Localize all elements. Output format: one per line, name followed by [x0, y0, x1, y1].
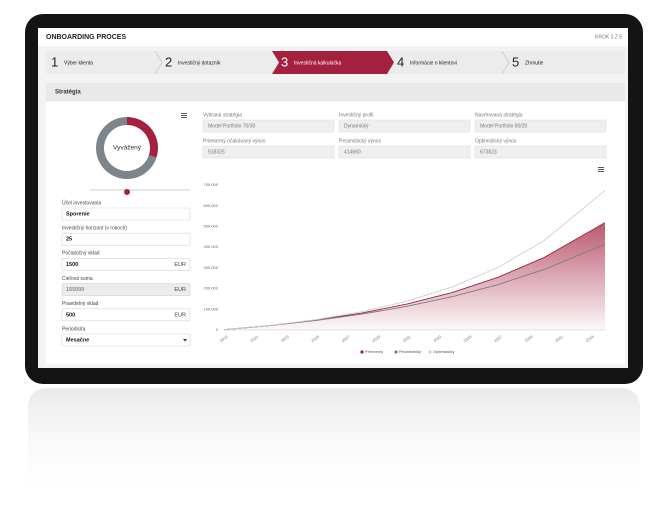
- select-caret: [183, 339, 187, 342]
- result-value: Model Portfolio 80/20: [480, 123, 527, 129]
- y-tick-label: 400,000: [204, 244, 219, 249]
- input-box: [61, 283, 191, 296]
- input-value: 500: [66, 312, 75, 318]
- input-value: 25: [66, 237, 72, 243]
- result-value: 414660: [344, 149, 361, 155]
- y-tick-label: 300,000: [204, 265, 219, 270]
- x-tick-label: 2039: [523, 334, 534, 344]
- x-tick-label: 2019: [219, 334, 230, 344]
- input-box[interactable]: [61, 207, 191, 221]
- input-unit: EUR: [174, 287, 186, 293]
- result-box: [338, 145, 471, 159]
- input-value: Sporenie: [66, 211, 90, 217]
- result-box: [474, 119, 607, 133]
- chart-menu-icon[interactable]: [598, 167, 604, 172]
- step-number[interactable]: 3: [281, 54, 288, 69]
- x-tick-label: 2041: [554, 334, 565, 344]
- section-title: Stratégia: [55, 90, 81, 96]
- x-tick-label: 2043: [584, 334, 595, 344]
- input-value: 155000: [66, 287, 84, 293]
- result-label: Priemerný očakávaný výnos: [203, 138, 266, 144]
- x-tick-label: 2027: [341, 334, 352, 344]
- legend-swatch[interactable]: [394, 350, 398, 354]
- series-line: [223, 190, 606, 331]
- donut-label: Vyvážený: [113, 145, 142, 152]
- step-label[interactable]: Investičná kalkulačka: [294, 60, 341, 66]
- result-label: Vybraná stratégia: [203, 112, 242, 118]
- result-value: Dynamický: [344, 123, 369, 129]
- legend-label[interactable]: Optimistický: [433, 349, 455, 354]
- result-box: [474, 145, 607, 159]
- reflection: [28, 388, 640, 503]
- x-tick-label: 2021: [249, 334, 260, 344]
- result-box: [202, 145, 335, 159]
- menu-icon[interactable]: [181, 113, 187, 118]
- step-label[interactable]: Informácie o klientovi: [410, 60, 457, 66]
- result-label: Investičný profil: [339, 112, 373, 118]
- field-label: Pravidelný vklad: [62, 301, 99, 307]
- y-tick-label: 100,000: [204, 306, 219, 311]
- result-box: [338, 119, 471, 133]
- active-step: [272, 51, 394, 74]
- legend-label[interactable]: Pesimistický: [399, 349, 421, 354]
- header-title: ONBOARDING PROCES: [46, 34, 126, 41]
- donut-segment: [127, 117, 159, 158]
- y-tick-label: 200,000: [204, 286, 219, 291]
- input-box[interactable]: [61, 308, 191, 322]
- result-label: Pesimistický výnos: [339, 138, 381, 144]
- field-label: Účel investovania: [62, 199, 101, 206]
- input-unit: EUR: [174, 262, 186, 268]
- step-separator: [501, 50, 510, 75]
- x-tick-label: 2029: [371, 334, 382, 344]
- step-label[interactable]: Zhrnutie: [525, 60, 544, 66]
- x-tick-label: 2037: [493, 334, 504, 344]
- y-tick-label: 700,000: [204, 182, 219, 187]
- input-box[interactable]: [61, 333, 191, 347]
- step-label[interactable]: Investičný dotazník: [178, 60, 221, 66]
- header-bar: [38, 28, 628, 46]
- input-value: 1500: [66, 262, 78, 268]
- x-tick-label: 2033: [432, 334, 443, 344]
- field-label: Cieľová suma: [62, 276, 93, 282]
- input-value: Mesačne: [66, 337, 89, 343]
- input-box[interactable]: [61, 232, 191, 246]
- step-label[interactable]: Výber klienta: [64, 60, 93, 66]
- field-label: Investičný horizont (v rokoch): [62, 226, 127, 232]
- step-number[interactable]: 2: [165, 54, 172, 69]
- section-header: [46, 83, 625, 101]
- result-label: Optimistický výnos: [475, 138, 517, 144]
- field-label: Periodicita: [62, 326, 86, 332]
- step-number[interactable]: 4: [397, 54, 404, 69]
- slider-handle[interactable]: [124, 189, 130, 195]
- x-tick-label: 2035: [463, 334, 474, 344]
- y-tick-label: 500,000: [204, 223, 219, 228]
- step-separator: [154, 50, 163, 75]
- series-area: [224, 222, 605, 330]
- x-tick-label: 2031: [402, 334, 413, 344]
- legend-swatch[interactable]: [428, 350, 432, 354]
- input-unit: EUR: [174, 312, 186, 318]
- result-label: Navrhovaná stratégia: [475, 112, 523, 118]
- y-tick-label: 0: [216, 327, 219, 332]
- step-indicator: KROK 3 Z 5: [595, 34, 622, 40]
- step-number[interactable]: 5: [512, 54, 519, 69]
- step-number[interactable]: 1: [51, 54, 58, 69]
- result-value: 518325: [208, 149, 225, 155]
- y-tick-label: 600,000: [204, 203, 219, 208]
- x-tick-label: 2023: [280, 334, 291, 344]
- field-label: Počiatočný vklad: [62, 251, 100, 257]
- legend-label[interactable]: Priemerný: [365, 349, 383, 354]
- x-tick-label: 2025: [310, 334, 321, 344]
- result-value: Model Portfolio 70/30: [208, 123, 255, 129]
- legend-swatch[interactable]: [360, 350, 364, 354]
- result-box: [202, 119, 335, 133]
- result-value: 673823: [480, 149, 497, 155]
- input-box[interactable]: [61, 258, 191, 271]
